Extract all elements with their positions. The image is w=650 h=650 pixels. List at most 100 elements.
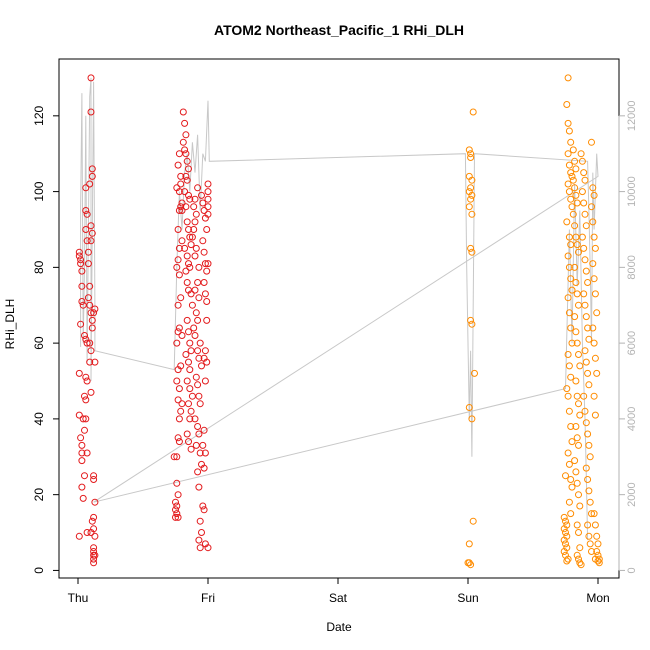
data-point	[177, 172, 185, 180]
data-point	[83, 210, 91, 218]
data-point	[582, 464, 590, 472]
data-point	[199, 441, 207, 449]
data-point	[571, 313, 579, 321]
data-point	[190, 324, 198, 332]
y2-tick-label: 8000	[626, 255, 638, 279]
data-point	[181, 146, 189, 154]
data-point	[581, 407, 589, 415]
data-point	[581, 176, 589, 184]
data-point	[572, 468, 580, 476]
data-point	[468, 415, 476, 423]
data-point	[201, 260, 209, 268]
data-point	[563, 101, 571, 108]
data-point	[83, 449, 91, 457]
data-point	[567, 275, 575, 283]
data-point	[595, 559, 603, 567]
data-point	[591, 354, 599, 362]
data-point	[203, 358, 211, 366]
data-point	[196, 339, 204, 347]
data-point	[586, 540, 594, 548]
data-point	[585, 441, 593, 449]
data-point	[591, 290, 599, 298]
data-point	[585, 487, 593, 495]
data-point	[565, 263, 573, 271]
data-point	[563, 557, 571, 565]
data-point	[588, 138, 595, 146]
data-point	[82, 335, 90, 343]
data-point	[564, 252, 572, 260]
data-point	[75, 532, 83, 540]
data-point	[200, 248, 208, 256]
data-point	[194, 316, 202, 324]
data-point	[81, 332, 88, 339]
y-tick-label: 80	[32, 260, 46, 274]
data-point	[564, 74, 572, 82]
data-point	[88, 324, 96, 332]
data-point	[584, 279, 592, 286]
y2-tick-label: 2000	[626, 482, 638, 506]
data-point	[573, 551, 581, 559]
data-point	[191, 286, 199, 294]
data-point	[573, 434, 581, 442]
data-point	[589, 260, 597, 268]
data-point	[191, 218, 199, 226]
data-point	[465, 404, 473, 411]
data-point	[465, 540, 473, 548]
data-point	[191, 415, 199, 423]
data-point	[568, 203, 576, 211]
data-point	[172, 513, 179, 521]
data-point	[584, 369, 592, 377]
data-point	[593, 309, 601, 317]
data-point	[77, 434, 85, 442]
data-point	[582, 222, 590, 230]
data-point	[194, 468, 202, 476]
data-point	[573, 241, 581, 249]
data-point	[187, 241, 195, 249]
data-point	[573, 392, 581, 400]
data-point	[183, 430, 191, 438]
data-point	[182, 131, 190, 139]
data-point	[562, 472, 569, 480]
x-tick-label: Fri	[201, 591, 215, 605]
data-point	[585, 532, 593, 540]
secondary-line-layer	[80, 77, 599, 541]
data-point	[79, 415, 87, 423]
data-point	[87, 347, 95, 355]
data-point	[88, 165, 96, 173]
data-point	[82, 207, 90, 214]
data-point	[181, 244, 189, 252]
data-point	[586, 453, 594, 461]
data-point	[201, 347, 209, 355]
data-point	[188, 233, 196, 241]
data-point	[582, 313, 590, 321]
data-point	[465, 559, 473, 567]
data-point	[82, 184, 90, 192]
data-point	[575, 248, 582, 256]
data-point	[203, 298, 211, 305]
data-point	[183, 218, 191, 226]
data-point	[174, 434, 182, 442]
data-point	[576, 502, 584, 510]
series-group	[464, 108, 478, 569]
data-point	[183, 316, 191, 324]
data-point	[178, 400, 186, 408]
data-point	[572, 377, 580, 385]
data-point	[569, 176, 577, 184]
data-point	[192, 441, 200, 449]
x-tick-label: Thu	[68, 591, 89, 605]
points-layer	[75, 74, 603, 569]
data-point	[468, 176, 476, 184]
data-point	[572, 165, 580, 173]
data-point	[185, 260, 192, 268]
y-tick-label: 120	[32, 105, 46, 125]
data-point	[195, 430, 203, 438]
data-point	[191, 195, 199, 203]
data-point	[186, 339, 194, 347]
data-point	[182, 267, 190, 275]
data-point	[467, 184, 475, 192]
data-point	[578, 188, 586, 196]
data-point	[201, 290, 209, 298]
data-point	[175, 385, 183, 393]
data-point	[200, 506, 208, 514]
